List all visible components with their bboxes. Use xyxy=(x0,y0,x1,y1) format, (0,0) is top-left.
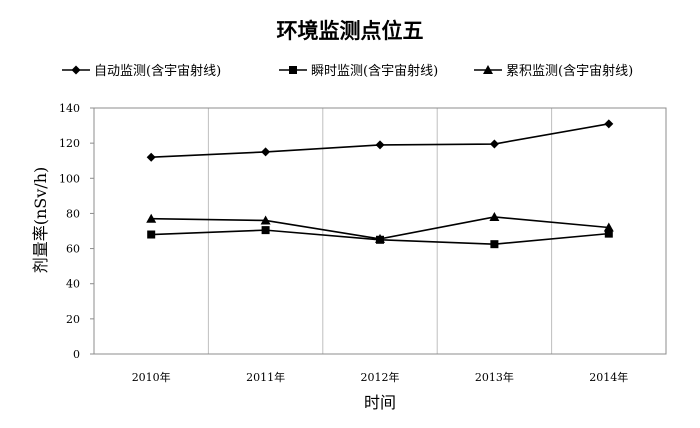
data-point xyxy=(146,213,157,223)
y-axis-ticks: 0 20 40 60 80 100 120 140 xyxy=(59,102,94,361)
data-point xyxy=(489,139,499,149)
y-tick-label: 80 xyxy=(66,207,80,220)
legend-marker xyxy=(483,65,493,74)
data-point xyxy=(489,211,500,221)
y-tick-label: 20 xyxy=(66,313,80,326)
y-tick-label: 0 xyxy=(73,348,80,361)
data-point xyxy=(375,140,385,150)
axes xyxy=(93,107,667,355)
legend-item: 自动监测(含宇宙射线) xyxy=(62,63,221,79)
legend-marker xyxy=(289,66,297,74)
legend-marker xyxy=(71,65,81,75)
legend-label: 累积监测(含宇宙射线) xyxy=(506,63,633,79)
data-point xyxy=(260,215,271,225)
data-point xyxy=(147,230,156,239)
plot-frame xyxy=(93,107,667,355)
y-tick-label: 40 xyxy=(66,278,80,291)
series-1 xyxy=(146,119,614,162)
y-tick-label: 140 xyxy=(59,102,80,115)
x-tick-label: 2010年 xyxy=(132,370,171,384)
x-tick-label: 2011年 xyxy=(246,370,285,384)
data-point xyxy=(490,240,499,249)
data-point xyxy=(261,226,270,235)
x-tick-label: 2013年 xyxy=(475,370,514,384)
data-point xyxy=(603,222,614,232)
legend-item: 瞬时监测(含宇宙射线) xyxy=(279,63,438,79)
data-point xyxy=(604,119,614,129)
x-tick-label: 2012年 xyxy=(361,370,400,384)
y-tick-label: 120 xyxy=(59,137,80,150)
y-axis-title: 剂量率(nSv/h) xyxy=(31,167,50,274)
data-point xyxy=(146,152,156,162)
legend-item: 累积监测(含宇宙射线) xyxy=(474,63,633,79)
series-3 xyxy=(146,211,614,243)
data-point xyxy=(261,147,271,157)
data-point xyxy=(375,233,385,243)
x-axis-title: 时间 xyxy=(364,393,396,412)
x-axis-ticks: 2010年 2011年 2012年 2013年 2014年 xyxy=(132,370,629,384)
x-tick-label: 2014年 xyxy=(589,370,628,384)
legend-label: 自动监测(含宇宙射线) xyxy=(94,63,221,79)
legend-label: 瞬时监测(含宇宙射线) xyxy=(311,63,438,79)
data-point xyxy=(604,229,613,238)
chart-title: 环境监测点位五 xyxy=(277,18,424,43)
series-group xyxy=(146,119,614,249)
legend: 自动监测(含宇宙射线) 瞬时监测(含宇宙射线) 累积监测(含宇宙射线) xyxy=(62,63,633,79)
y-tick-label: 60 xyxy=(66,243,80,256)
y-tick-label: 100 xyxy=(59,172,80,185)
